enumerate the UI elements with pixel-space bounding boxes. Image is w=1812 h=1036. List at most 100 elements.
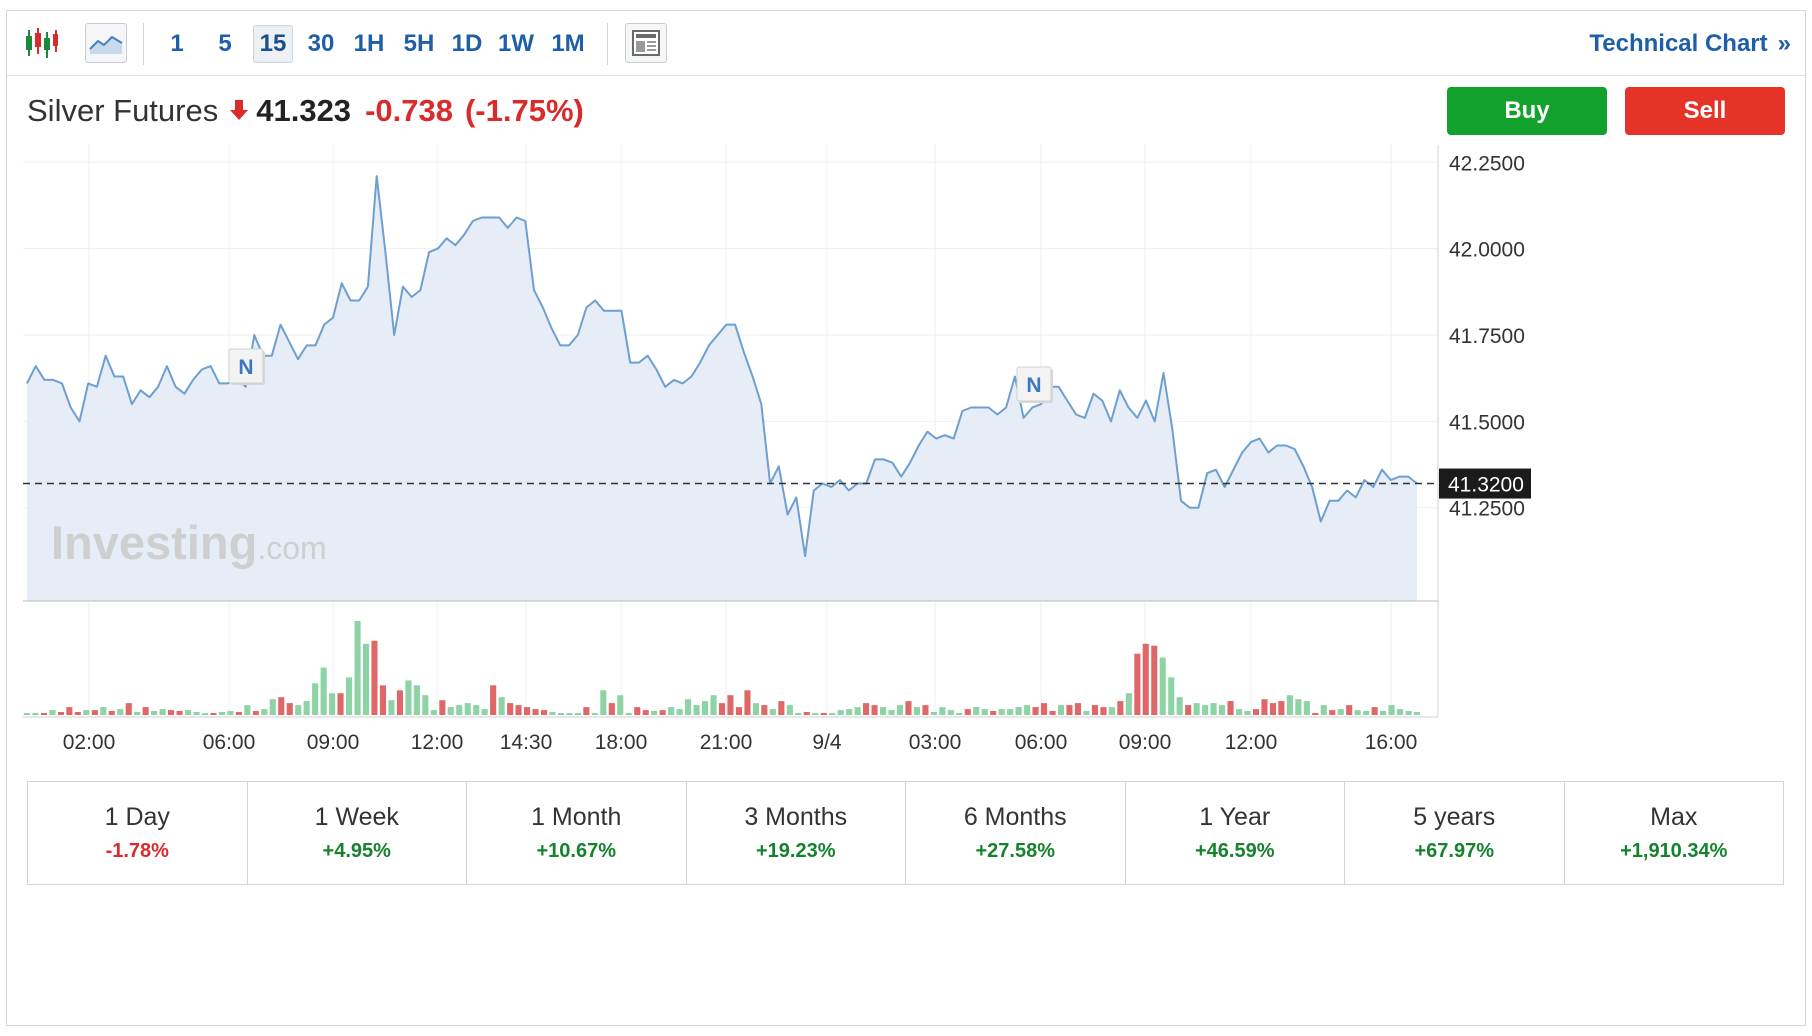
volume-bar bbox=[1337, 709, 1344, 715]
volume-bar bbox=[752, 703, 759, 715]
volume-bar bbox=[388, 700, 395, 715]
interval-1d[interactable]: 1D bbox=[451, 30, 483, 57]
period-label: 1 Week bbox=[314, 803, 399, 831]
volume-bar bbox=[718, 703, 725, 715]
period-5-years[interactable]: 5 years +67.97% bbox=[1345, 782, 1565, 884]
volume-bar bbox=[930, 712, 937, 715]
candlestick-icon[interactable] bbox=[21, 11, 61, 75]
volume-bar bbox=[481, 709, 488, 715]
period-value: +46.59% bbox=[1194, 840, 1275, 862]
buy-button[interactable]: Buy bbox=[1447, 87, 1607, 135]
volume-bar bbox=[1041, 703, 1048, 715]
x-tick-label: 9/4 bbox=[812, 731, 842, 754]
volume-bar bbox=[854, 707, 861, 715]
interval-1m[interactable]: 1M bbox=[551, 30, 585, 57]
volume-bar bbox=[659, 710, 666, 715]
volume-bar bbox=[371, 640, 378, 715]
volume-bar bbox=[413, 685, 420, 715]
x-tick-label: 12:00 bbox=[1225, 731, 1278, 754]
volume-bar bbox=[498, 697, 505, 715]
period-3-months[interactable]: 3 Months +19.23% bbox=[687, 782, 906, 884]
period-label: 1 Year bbox=[1199, 803, 1271, 831]
interval-1w[interactable]: 1W bbox=[498, 30, 534, 57]
volume-bar bbox=[1286, 695, 1293, 715]
volume-bar bbox=[329, 693, 336, 715]
volume-bar bbox=[235, 712, 242, 715]
volume-bar bbox=[422, 695, 429, 715]
period-1-year[interactable]: 1 Year +46.59% bbox=[1126, 782, 1345, 884]
period-1-month[interactable]: 1 Month +10.67% bbox=[467, 782, 687, 884]
volume-bar bbox=[303, 701, 310, 715]
interval-5[interactable]: 5 bbox=[218, 30, 232, 57]
period-max[interactable]: Max +1,910.34% bbox=[1565, 782, 1784, 884]
volume-bar bbox=[23, 713, 30, 715]
watermark: Investing.com bbox=[51, 516, 327, 569]
volume-bar bbox=[795, 713, 802, 715]
volume-bar bbox=[1125, 693, 1132, 715]
volume-bar bbox=[600, 690, 607, 715]
area-chart-icon[interactable] bbox=[85, 23, 127, 63]
x-tick-label: 06:00 bbox=[203, 731, 256, 754]
volume-bar bbox=[396, 690, 403, 715]
volume-bar bbox=[1015, 707, 1022, 715]
volume-bar bbox=[125, 703, 132, 715]
volume-bar bbox=[1091, 705, 1098, 715]
volume-bar bbox=[1193, 703, 1200, 715]
volume-bar bbox=[964, 709, 971, 715]
x-tick-label: 09:00 bbox=[1119, 731, 1172, 754]
volume-bar bbox=[998, 709, 1005, 715]
interval-1h[interactable]: 1H bbox=[353, 30, 385, 57]
period-label: 3 Months bbox=[744, 803, 848, 831]
layout-icon[interactable] bbox=[625, 23, 667, 63]
news-marker[interactable]: N bbox=[228, 348, 265, 385]
x-tick-label: 14:30 bbox=[500, 731, 553, 754]
period-label: 1 Month bbox=[531, 803, 622, 831]
volume-bar bbox=[1227, 701, 1234, 715]
period-1-day[interactable]: 1 Day -1.78% bbox=[28, 782, 248, 884]
sell-button[interactable]: Sell bbox=[1625, 87, 1785, 135]
volume-bar bbox=[1058, 705, 1065, 715]
volume-bar bbox=[761, 705, 768, 715]
y-tick-label: 42.0000 bbox=[1449, 239, 1525, 262]
interval-15[interactable]: 15 bbox=[253, 25, 293, 63]
price-area-fill bbox=[27, 176, 1417, 601]
volume-bar bbox=[193, 712, 200, 715]
volume-bar bbox=[744, 690, 751, 715]
volume-bar bbox=[1388, 705, 1395, 715]
volume-bar bbox=[117, 709, 124, 715]
news-marker[interactable]: N bbox=[1016, 366, 1053, 403]
volume-bar bbox=[863, 703, 870, 715]
interval-30[interactable]: 30 bbox=[307, 30, 335, 57]
volume-bar bbox=[286, 703, 293, 715]
volume-bar bbox=[456, 705, 463, 715]
volume-bar bbox=[1134, 653, 1141, 715]
volume-bar bbox=[1413, 712, 1420, 715]
technical-chart-link[interactable]: Technical Chart » bbox=[1589, 25, 1791, 63]
x-tick-label: 09:00 bbox=[307, 731, 360, 754]
last-price-label-group: 41.3200 bbox=[1439, 468, 1531, 499]
volume-bar bbox=[956, 713, 963, 715]
volume-bar bbox=[846, 709, 853, 715]
volume-bar bbox=[1312, 713, 1319, 715]
volume-bar bbox=[363, 643, 370, 715]
volume-bar bbox=[159, 709, 166, 715]
volume-bar bbox=[634, 707, 641, 715]
volume-bar bbox=[74, 712, 81, 715]
price-change-percent: (-1.75%) bbox=[464, 93, 584, 128]
news-marker-label: N bbox=[1026, 374, 1041, 397]
interval-5h[interactable]: 5H bbox=[403, 30, 435, 57]
interval-1[interactable]: 1 bbox=[170, 30, 184, 57]
period-label: 1 Day bbox=[104, 803, 170, 831]
volume-bar bbox=[574, 713, 581, 715]
instrument-header: Silver Futures 41.323 -0.738 (-1.75%) bbox=[27, 91, 584, 131]
volume-bar bbox=[430, 710, 437, 715]
period-label: 5 years bbox=[1413, 803, 1496, 831]
volume-bar bbox=[354, 621, 361, 715]
volume-bar bbox=[1024, 705, 1031, 715]
volume-bar bbox=[1244, 711, 1251, 715]
period-6-months[interactable]: 6 Months +27.58% bbox=[906, 782, 1126, 884]
volume-bar bbox=[591, 713, 598, 715]
volume-bar bbox=[49, 710, 56, 715]
period-1-week[interactable]: 1 Week +4.95% bbox=[248, 782, 467, 884]
volume-bar bbox=[1252, 709, 1259, 715]
